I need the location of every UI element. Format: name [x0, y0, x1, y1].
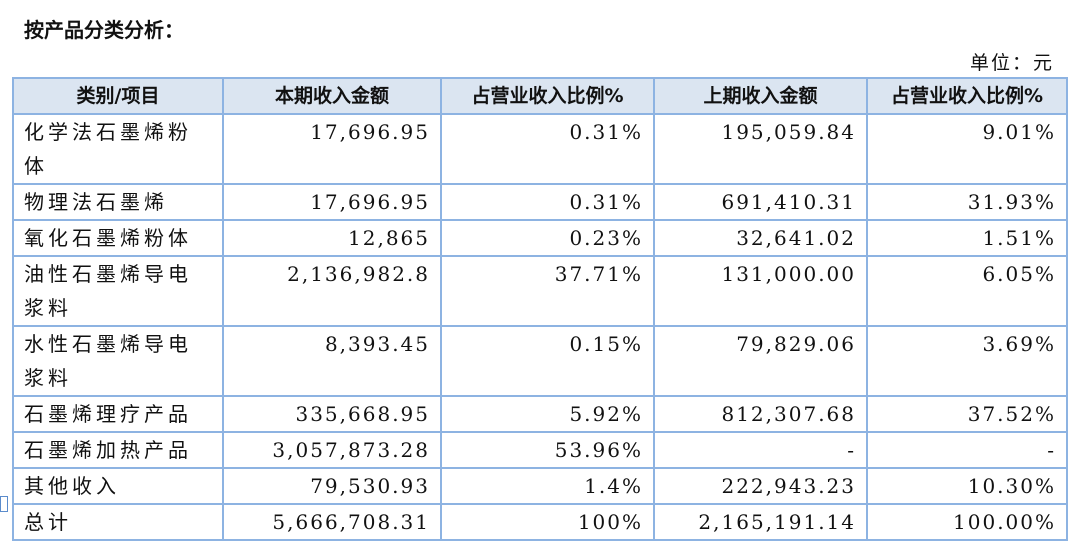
value-cell: 32,641.02 — [653, 219, 868, 257]
value-cell: 17,696.95 — [222, 113, 442, 185]
value-cell: 2,165,191.14 — [653, 503, 868, 541]
value-cell: 691,410.31 — [653, 183, 868, 221]
table-row: 水性石墨烯导电浆料 8,393.45 0.15% 79,829.06 3.69% — [12, 325, 1068, 397]
category-cell: 氧化石墨烯粉体 — [12, 219, 224, 257]
category-cell: 其他收入 — [12, 467, 224, 505]
value-cell: 3,057,873.28 — [222, 431, 442, 469]
category-cell: 化学法石墨烯粉体 — [12, 113, 224, 185]
value-cell: 3.69% — [866, 325, 1068, 397]
value-cell: 335,668.95 — [222, 395, 442, 433]
value-cell: 37.52% — [866, 395, 1068, 433]
value-cell: 1.51% — [866, 219, 1068, 257]
section-title: 按产品分类分析： — [24, 18, 184, 42]
value-cell: 0.23% — [440, 219, 655, 257]
header-row: 类别/项目 本期收入金额 占营业收入比例% 上期收入金额 占营业收入比例% — [12, 77, 1068, 115]
table-row: 氧化石墨烯粉体 12,865 0.23% 32,641.02 1.51% — [12, 219, 1068, 257]
table-row: 石墨烯加热产品 3,057,873.28 53.96% - - — [12, 431, 1068, 469]
category-cell: 油性石墨烯导电浆料 — [12, 255, 224, 327]
table-row: 物理法石墨烯 17,696.95 0.31% 691,410.31 31.93% — [12, 183, 1068, 221]
table-row: 石墨烯理疗产品 335,668.95 5.92% 812,307.68 37.52% — [12, 395, 1068, 433]
category-cell: 石墨烯理疗产品 — [12, 395, 224, 433]
value-cell: 8,393.45 — [222, 325, 442, 397]
value-cell: 6.05% — [866, 255, 1068, 327]
value-cell: 0.15% — [440, 325, 655, 397]
value-cell: 0.31% — [440, 113, 655, 185]
category-cell: 水性石墨烯导电浆料 — [12, 325, 224, 397]
value-cell: 2,136,982.8 — [222, 255, 442, 327]
value-cell: 10.30% — [866, 467, 1068, 505]
value-cell: 100.00% — [866, 503, 1068, 541]
value-cell: 5,666,708.31 — [222, 503, 442, 541]
side-icon — [0, 496, 8, 512]
category-cell: 石墨烯加热产品 — [12, 431, 224, 469]
value-cell: 12,865 — [222, 219, 442, 257]
table-row: 油性石墨烯导电浆料 2,136,982.8 37.71% 131,000.00 6.05… — [12, 255, 1068, 327]
value-cell: 9.01% — [866, 113, 1068, 185]
value-cell: 222,943.23 — [653, 467, 868, 505]
column-header: 类别/项目 — [12, 77, 224, 115]
table-body: 化学法石墨烯粉体 17,696.95 0.31% 195,059.84 9.01% 物理法… — [12, 113, 1068, 541]
value-cell: 17,696.95 — [222, 183, 442, 221]
value-cell: 195,059.84 — [653, 113, 868, 185]
table-row: 其他收入 79,530.93 1.4% 222,943.23 10.30% — [12, 467, 1068, 505]
value-cell: 131,000.00 — [653, 255, 868, 327]
value-cell: 79,530.93 — [222, 467, 442, 505]
value-cell: 0.31% — [440, 183, 655, 221]
value-cell: 812,307.68 — [653, 395, 868, 433]
table-row: 化学法石墨烯粉体 17,696.95 0.31% 195,059.84 9.01% — [12, 113, 1068, 185]
value-cell: - — [866, 431, 1068, 469]
value-cell: 5.92% — [440, 395, 655, 433]
value-cell: - — [653, 431, 868, 469]
value-cell: 37.71% — [440, 255, 655, 327]
unit-label: 单位：元 — [969, 52, 1054, 74]
revenue-table: 类别/项目 本期收入金额 占营业收入比例% 上期收入金额 占营业收入比例% 化学法石墨烯… — [12, 77, 1068, 541]
value-cell: 53.96% — [440, 431, 655, 469]
column-header: 占营业收入比例% — [866, 77, 1068, 115]
column-header: 上期收入金额 — [653, 77, 868, 115]
category-cell: 物理法石墨烯 — [12, 183, 224, 221]
category-cell: 总计 — [12, 503, 224, 541]
value-cell: 79,829.06 — [653, 325, 868, 397]
value-cell: 100% — [440, 503, 655, 541]
value-cell: 31.93% — [866, 183, 1068, 221]
value-cell: 1.4% — [440, 467, 655, 505]
table-row: 总计 5,666,708.31 100% 2,165,191.14 100.00% — [12, 503, 1068, 541]
column-header: 占营业收入比例% — [440, 77, 655, 115]
column-header: 本期收入金额 — [222, 77, 442, 115]
